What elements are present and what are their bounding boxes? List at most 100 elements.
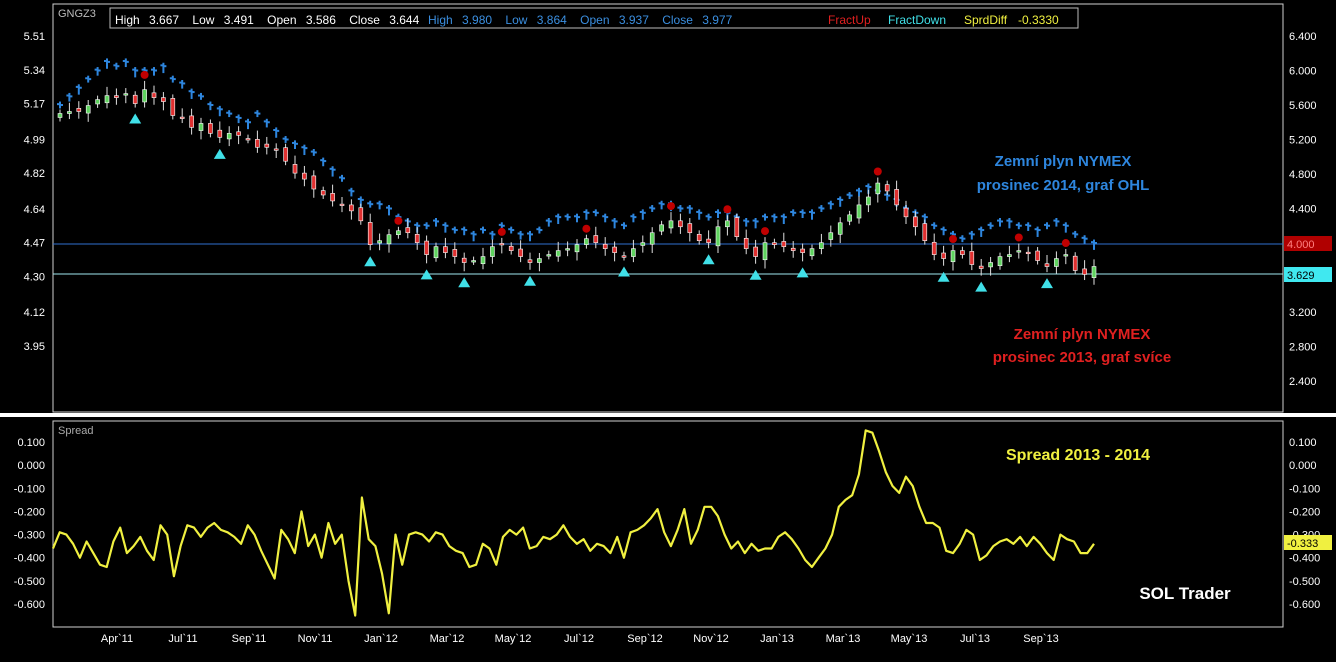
candle-body (819, 242, 824, 249)
info-s2: High 3.980 Low 3.864 Open 3.937 Close 3.… (428, 13, 733, 27)
x-tick-label: Nov`11 (298, 633, 333, 645)
spread-left-tick: -0.600 (14, 599, 45, 611)
fractal-down-marker (420, 269, 433, 280)
y-left-tick: 3.95 (24, 341, 45, 353)
cyan-price-marker: 3.629 (1287, 270, 1315, 282)
fractal-up-marker (1061, 239, 1070, 248)
x-tick-label: Sep`11 (232, 633, 267, 645)
s1-close: 3.644 (389, 13, 419, 27)
x-tick-label: Mar`12 (430, 633, 465, 645)
candle-body (621, 255, 627, 258)
y-right-tick: 3.200 (1289, 307, 1317, 319)
candle-body (518, 248, 523, 257)
s1-open-label: Open (267, 13, 296, 27)
red-annotation-line2: prosinec 2013, graf svíce (993, 349, 1171, 366)
x-tick-label: Jul`11 (168, 633, 197, 645)
candle-body (358, 207, 364, 222)
candle-body (311, 175, 317, 190)
candle-body (1091, 266, 1097, 278)
x-tick-label: Mar`13 (826, 633, 861, 645)
upper-panel-frame (52, 3, 1284, 413)
candle-body (123, 93, 129, 96)
spread-title: Spread 2013 - 2014 (1006, 447, 1150, 464)
candle-body (687, 223, 693, 234)
y-left-tick: 4.64 (24, 204, 45, 216)
y-left-tick: 5.34 (24, 65, 45, 77)
blue-price-marker-box (1284, 236, 1332, 251)
y-left-tick: 4.12 (24, 307, 45, 319)
fractal-down-marker (458, 277, 471, 288)
candle-body (236, 131, 241, 136)
candle-body (725, 220, 730, 228)
candle-body (245, 138, 251, 141)
candle-body (499, 243, 505, 246)
red-annotation-line1: Zemní plyn NYMEX (1014, 326, 1151, 343)
symbol-label: GNGZ3 (58, 8, 96, 20)
spread-series (51, 429, 1095, 617)
candle-body (884, 184, 890, 192)
fractal-down-marker (702, 254, 715, 265)
candle-body (320, 190, 326, 196)
candle-body (950, 250, 956, 263)
spread-left-tick: 0.100 (17, 437, 45, 449)
candle-body (161, 97, 166, 102)
candle-body (386, 234, 392, 245)
candle-body (132, 94, 138, 104)
fractal-down-marker (975, 281, 988, 292)
s2-close-label: Close (662, 13, 693, 27)
fractal-up-marker (140, 70, 149, 79)
candle-body (1025, 251, 1031, 255)
candle-body (527, 259, 533, 263)
fractal-up-marker (582, 224, 591, 233)
fractal-down-marker (129, 113, 142, 124)
candle-body (565, 248, 570, 251)
upper-right-axis: 6.4006.0005.6005.2004.8004.4004.0003.600… (1289, 31, 1317, 388)
spread-right-tick: -0.100 (1289, 483, 1320, 495)
y-right-tick: 6.400 (1289, 31, 1317, 43)
s1-low: 3.491 (224, 13, 254, 27)
candle-body (179, 116, 185, 119)
candle-body (537, 258, 542, 263)
candle-body (490, 246, 495, 257)
fractal-down-marker (524, 275, 536, 286)
spread-left-tick: -0.300 (14, 530, 45, 542)
spread-right-tick: -0.500 (1289, 576, 1320, 588)
lower-panel-frame (52, 420, 1284, 628)
candle-body (1035, 250, 1040, 261)
candle-series (57, 80, 1097, 285)
candle-body (631, 248, 636, 257)
candle-body (743, 237, 749, 249)
x-tick-label: Sep`13 (1023, 633, 1058, 645)
candle-body (114, 95, 119, 98)
candle-body (790, 247, 796, 251)
candle-body (866, 196, 871, 206)
candle-body (208, 123, 213, 134)
candle-body (828, 232, 834, 240)
candle-body (931, 241, 937, 255)
candle-body (546, 254, 552, 257)
candle-body (875, 182, 881, 195)
candle-body (414, 234, 420, 243)
candle-body (856, 204, 862, 219)
candle-body (640, 242, 646, 246)
candle-body (1016, 250, 1022, 253)
s1-open: 3.586 (306, 13, 336, 27)
spread-left-tick: 0.000 (17, 460, 45, 472)
ohl-series (57, 58, 1097, 250)
fractal-up-marker (394, 216, 403, 225)
spread-right-tick: -0.200 (1289, 506, 1320, 518)
blue-price-marker: 4.000 (1287, 239, 1315, 251)
brand-label: SOL Trader (1139, 584, 1231, 603)
fractal-down-marker (213, 148, 226, 159)
candle-body (292, 164, 298, 174)
candle-body (734, 217, 740, 238)
candle-body (988, 262, 993, 268)
candle-body (424, 240, 429, 255)
y-right-tick: 5.600 (1289, 100, 1317, 112)
spread-marker-box (1284, 535, 1332, 550)
candle-body (800, 248, 805, 253)
panel-divider[interactable] (0, 413, 1336, 417)
y-left-tick: 4.82 (24, 168, 45, 180)
candle-body (57, 113, 63, 118)
y-right-tick: 2.800 (1289, 342, 1317, 354)
